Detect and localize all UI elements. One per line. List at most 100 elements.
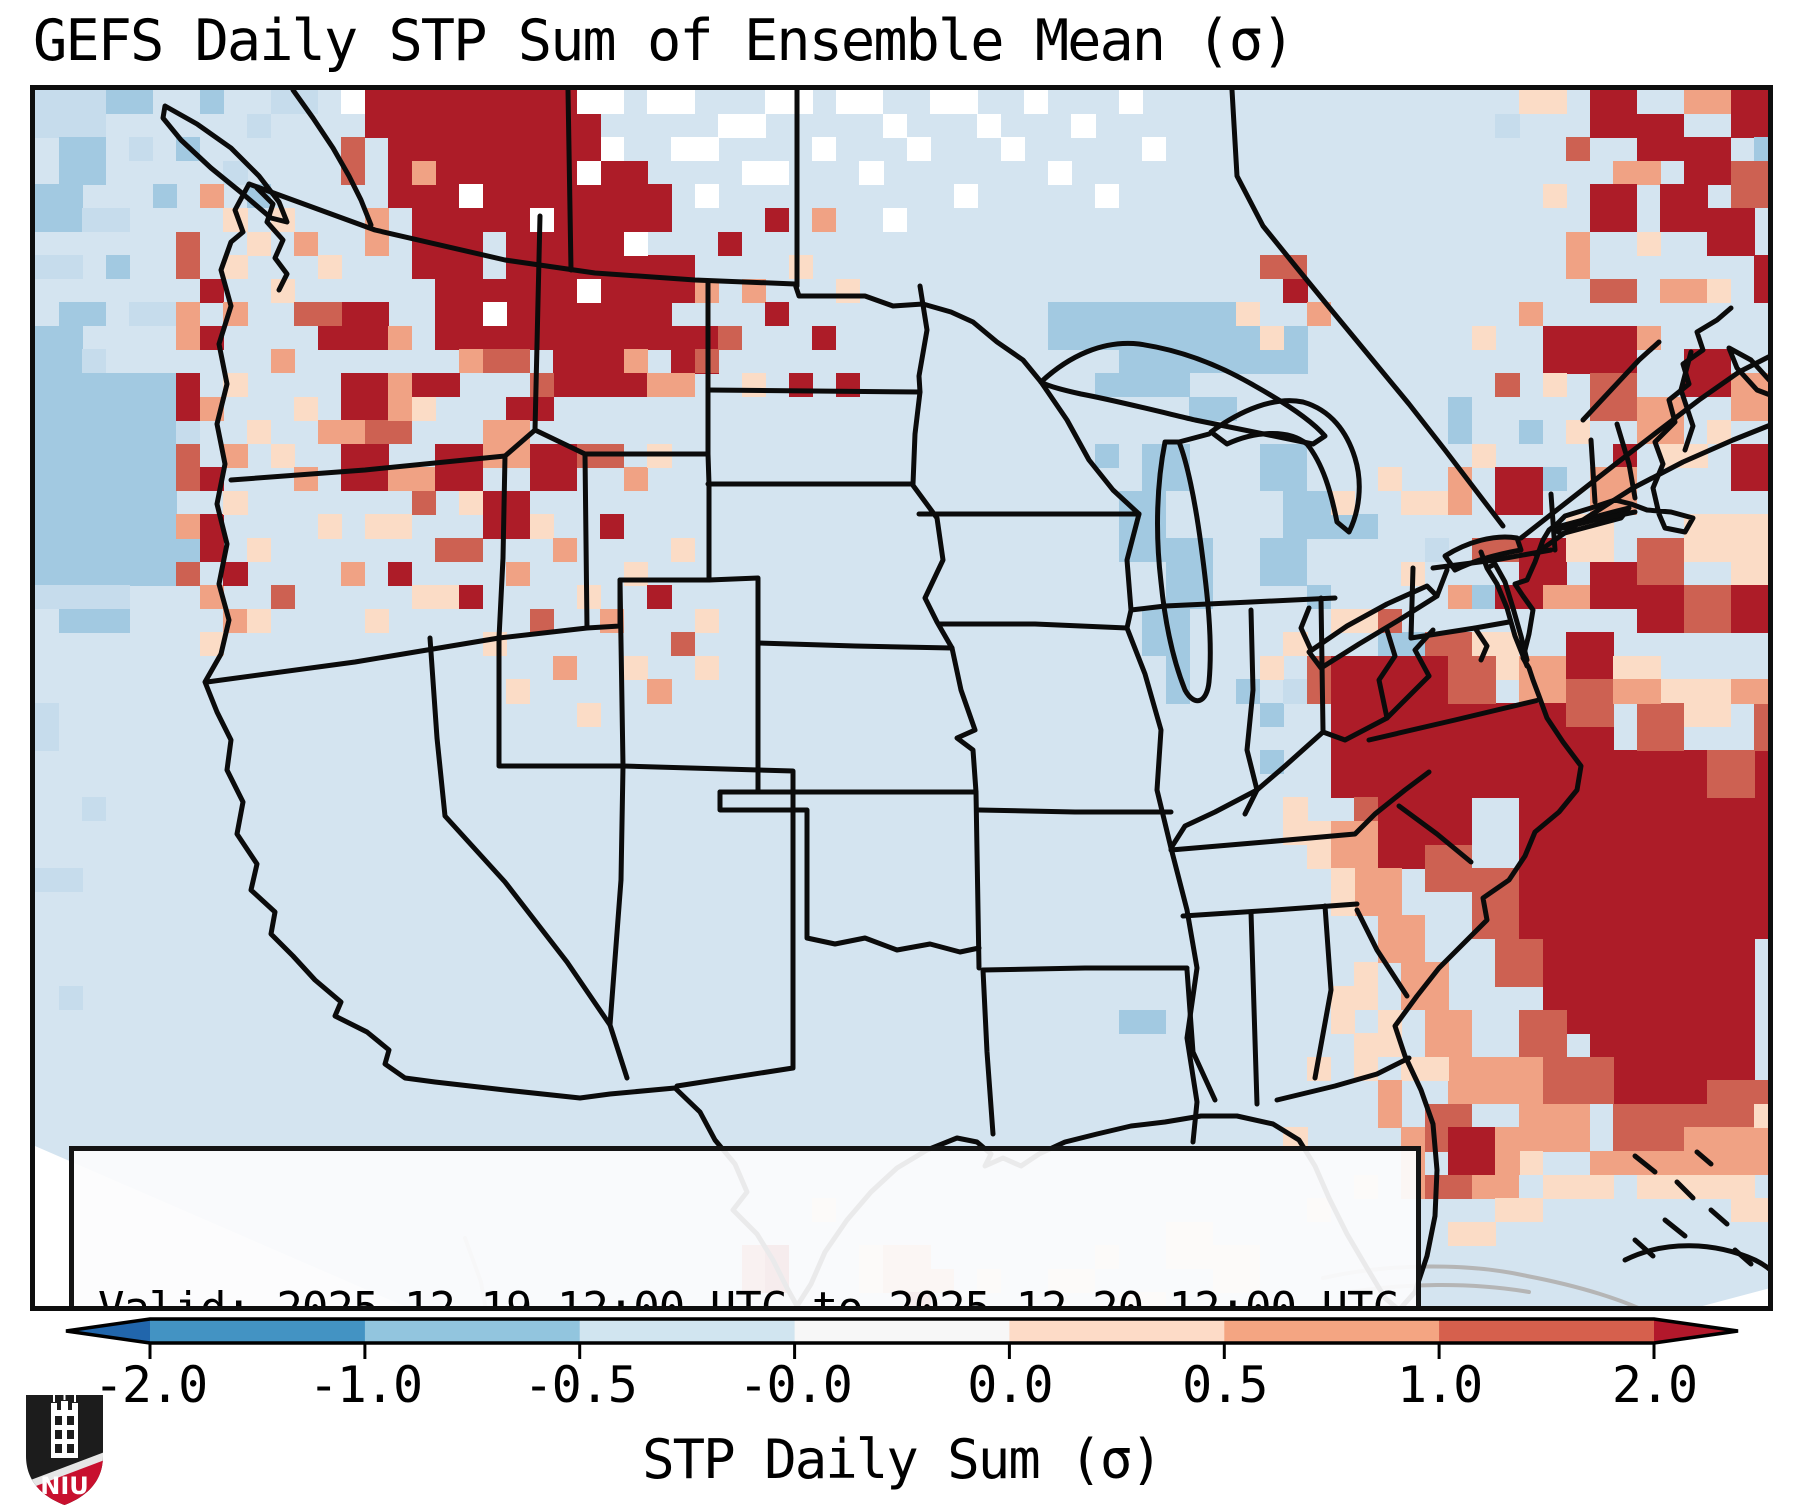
- heatmap-cell: [1071, 113, 1096, 138]
- heatmap-cell: [1542, 184, 1567, 209]
- chart-title: GEFS Daily STP Sum of Ensemble Mean (σ): [33, 8, 1295, 74]
- heatmap-cell: [317, 420, 366, 445]
- heatmap-cell: [129, 137, 154, 162]
- heatmap-cell: [576, 703, 601, 728]
- heatmap-cell: [270, 349, 295, 374]
- heatmap-cell: [459, 349, 484, 374]
- heatmap-cell: [1707, 207, 1755, 256]
- heatmap-cell: [1636, 703, 1685, 751]
- heatmap-cell: [623, 231, 649, 256]
- heatmap-cell: [176, 443, 201, 492]
- heatmap-cell: [1613, 679, 1661, 704]
- heatmap-cell: [1118, 90, 1143, 115]
- heatmap-cell: [1330, 820, 1379, 869]
- heatmap-cell: [1495, 938, 1544, 987]
- heatmap-cell: [647, 585, 672, 610]
- heatmap-cell: [176, 561, 201, 586]
- heatmap-cell: [1495, 1198, 1544, 1223]
- colorbar-tick-label: 0.5: [1182, 1356, 1268, 1414]
- heatmap-cell: [600, 184, 672, 233]
- lake-michigan: [1155, 431, 1213, 704]
- heatmap-cell: [671, 538, 696, 563]
- heatmap-cell: [482, 349, 531, 374]
- lake-superior: [1038, 340, 1328, 447]
- heatmap-cell: [1566, 420, 1591, 445]
- colorbar-segment: [1009, 1319, 1225, 1343]
- heatmap-cell: [199, 184, 225, 209]
- heatmap-cell: [317, 514, 342, 539]
- heatmap-cell: [694, 184, 719, 209]
- heatmap-cell: [435, 278, 601, 350]
- heatmap-cell: [1589, 278, 1638, 303]
- heatmap-cell: [1330, 985, 1355, 1034]
- heatmap-cell: [1495, 1127, 1520, 1176]
- heatmap-cell: [506, 679, 531, 704]
- heatmap-cell: [1118, 1009, 1167, 1034]
- heatmap-cell: [1636, 1174, 1708, 1199]
- heatmap-cell: [223, 490, 248, 515]
- black-borders: [160, 90, 1768, 1306]
- heatmap-cell: [1259, 443, 1308, 492]
- heatmap-cell: [1542, 372, 1567, 398]
- heatmap-cell: [58, 985, 83, 1011]
- heatmap-cell: [694, 608, 719, 633]
- heatmap-cell: [1683, 90, 1732, 115]
- heatmap-cell: [1094, 443, 1120, 468]
- heatmap-cell: [459, 184, 484, 209]
- heatmap-cell: [576, 160, 601, 185]
- heatmap-cell: [1448, 467, 1473, 515]
- heatmap-cell: [1424, 1174, 1473, 1199]
- heatmap-cell: [1683, 137, 1732, 185]
- heatmap-cell: [1283, 278, 1308, 303]
- heatmap-cell: [105, 90, 154, 115]
- info-box: Valid: 2025-12-19 12:00 UTC to 2025-12-2…: [69, 1146, 1421, 1306]
- heatmap-cell: [1448, 1127, 1496, 1176]
- niu-logo: NIU: [26, 1395, 103, 1505]
- heatmap-cell: [35, 255, 83, 280]
- heatmap-cell: [176, 231, 201, 280]
- heatmap-cell: [341, 137, 366, 185]
- heatmap-cell: [294, 396, 319, 421]
- heatmap-cell: [765, 302, 790, 327]
- heatmap-cell: [882, 207, 908, 233]
- heatmap-cells-layer: [35, 90, 1768, 1306]
- heatmap-cell: [718, 113, 766, 138]
- heatmap-cell: [105, 255, 130, 280]
- castle-icon: [51, 1395, 78, 1458]
- heatmap-cell: [623, 655, 649, 680]
- colorbar-tick-label: -0.5: [523, 1356, 637, 1414]
- heatmap-cell: [671, 137, 719, 162]
- colorbar-tick-label: -1.0: [308, 1356, 423, 1414]
- heatmap-cell: [835, 278, 860, 303]
- heatmap-cell: [317, 325, 342, 350]
- heatmap-cell: [247, 231, 272, 256]
- heatmap-cell: [176, 302, 201, 350]
- heatmap-cell: [411, 585, 460, 610]
- heatmap-cell: [741, 160, 790, 185]
- heatmap-cell: [1424, 1009, 1473, 1058]
- heatmap-cell: [1730, 514, 1768, 586]
- heatmap-cell: [1754, 1103, 1768, 1128]
- heatmap-cell: [1589, 325, 1638, 374]
- heatmap-cell: [294, 231, 319, 256]
- heatmap-cell: [1707, 844, 1768, 940]
- heatmap-cell: [812, 325, 837, 350]
- heatmap-cell: [388, 325, 413, 350]
- heatmap-cell: [977, 113, 1002, 138]
- heatmap-cell: [223, 561, 248, 586]
- heatmap-cell: [1377, 1080, 1402, 1128]
- heatmap-cell: [317, 255, 342, 280]
- heatmap-cell: [1448, 396, 1473, 445]
- heatmap-cell: [82, 207, 130, 233]
- heatmap-cell: [1707, 1174, 1755, 1199]
- puget-sound: [254, 185, 290, 293]
- heatmap-cell: [435, 538, 484, 563]
- heatmap-cell: [1471, 1174, 1520, 1199]
- heatmap-cell: [647, 372, 696, 398]
- heatmap-cell: [553, 655, 578, 680]
- heatmap-cell: [388, 467, 436, 492]
- cuba-east: [1622, 1243, 1768, 1272]
- heatmap-cell: [1754, 255, 1768, 303]
- heatmap-cell: [1613, 160, 1661, 185]
